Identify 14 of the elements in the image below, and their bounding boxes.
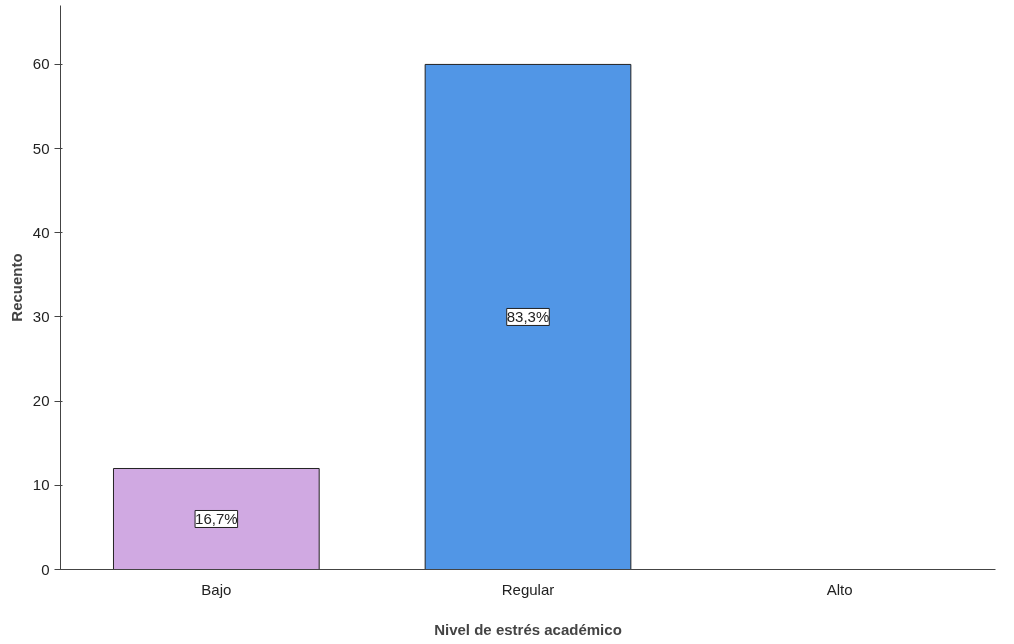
y-tick-label: 60: [32, 55, 50, 73]
x-tick-label: Alto: [826, 580, 853, 598]
x-tick-label: Bajo: [201, 580, 232, 598]
y-tick-label: 10: [32, 476, 50, 494]
y-tick-label: 30: [32, 307, 50, 325]
y-tick-label: 40: [32, 223, 50, 241]
y-tick-label: 20: [32, 392, 50, 410]
annotation: 83,3%: [506, 308, 550, 326]
y-tick-label: 50: [32, 139, 50, 157]
y-tick-label: 0: [41, 560, 50, 578]
y-axis-title: Recuento: [7, 253, 25, 322]
x-axis-title: Nivel de estrés académico: [434, 620, 622, 638]
x-tick-label: Regular: [501, 580, 555, 598]
annotation: 16,7%: [195, 510, 238, 528]
